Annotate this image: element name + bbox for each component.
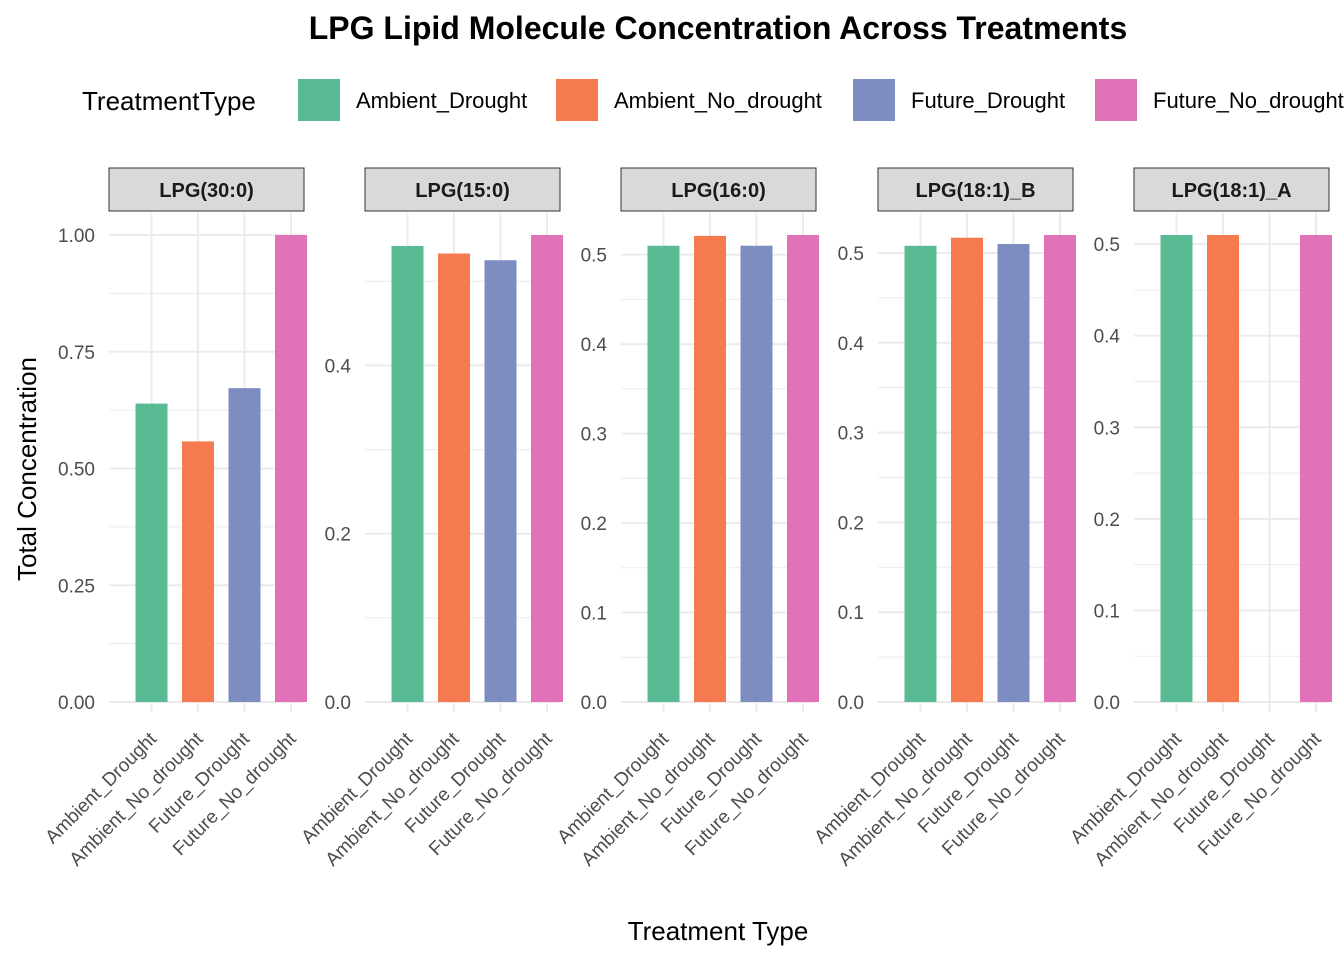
bar	[531, 235, 563, 702]
legend-title: TreatmentType	[82, 86, 256, 116]
facet-panel: 0.000.250.500.751.00LPG(30:0)Ambient_Dro…	[42, 167, 307, 871]
y-tick-label: 0.4	[838, 334, 865, 355]
facet-strip	[1133, 167, 1330, 212]
bar	[787, 235, 819, 702]
y-tick-label: 0.4	[1094, 327, 1121, 348]
y-tick-label: 0.50	[58, 460, 95, 481]
y-tick-label: 1.00	[58, 226, 95, 247]
legend-label: Ambient_Drought	[356, 88, 527, 113]
y-tick-label: 0.5	[1094, 235, 1120, 256]
facet-strip-label: LPG(15:0)	[415, 180, 509, 202]
legend: TreatmentType Ambient_Drought Ambient_No_…	[82, 79, 1344, 121]
y-tick-label: 0.0	[838, 693, 864, 714]
y-tick-label: 0.2	[838, 513, 864, 534]
y-tick-label: 0.3	[1094, 418, 1120, 439]
bar	[275, 235, 307, 702]
bar	[904, 245, 937, 702]
facet-strip-label: LPG(30:0)	[159, 180, 253, 202]
facet-panel: 0.00.10.20.30.40.5LPG(16:0)Ambient_Droug…	[554, 167, 819, 871]
y-tick-label: 0.1	[838, 603, 864, 624]
facet-strip	[364, 167, 561, 212]
bar	[1160, 235, 1193, 702]
bar	[1207, 235, 1239, 702]
bar	[135, 403, 168, 702]
y-tick-label: 0.1	[581, 604, 607, 625]
bar	[1044, 235, 1076, 702]
legend-label: Ambient_No_drought	[614, 88, 822, 113]
y-tick-label: 0.4	[325, 356, 352, 377]
legend-key-swatch	[556, 79, 598, 121]
facet-strip	[108, 167, 305, 212]
facet-panel: 0.00.10.20.30.40.5LPG(18:1)_AAmbient_Dro…	[1067, 167, 1332, 871]
y-tick-label: 0.3	[581, 425, 607, 446]
legend-label: Future_Drought	[911, 88, 1065, 113]
y-tick-label: 0.0	[1094, 693, 1120, 714]
facet-panels: 0.000.250.500.751.00LPG(30:0)Ambient_Dro…	[42, 167, 1332, 871]
y-tick-label: 0.25	[58, 576, 95, 597]
legend-key-swatch	[853, 79, 895, 121]
bar	[484, 260, 517, 702]
bar	[740, 245, 773, 702]
x-axis-title: Treatment Type	[628, 916, 809, 946]
facet-strip-label: LPG(18:1)_B	[915, 180, 1035, 202]
y-tick-label: 0.5	[581, 246, 607, 267]
y-tick-label: 0.75	[58, 343, 95, 364]
y-tick-label: 0.2	[325, 525, 351, 546]
bar	[694, 235, 726, 702]
bar	[182, 441, 214, 702]
bar	[391, 245, 424, 703]
legend-key-swatch	[298, 79, 340, 121]
y-tick-label: 0.0	[325, 693, 351, 714]
facet-strip	[620, 167, 817, 212]
facet-strip-label: LPG(18:1)_A	[1171, 180, 1291, 202]
bar	[647, 245, 680, 702]
y-tick-label: 0.2	[581, 514, 607, 535]
y-tick-label: 0.0	[581, 693, 607, 714]
chart-title: LPG Lipid Molecule Concentration Across …	[309, 10, 1128, 46]
y-tick-label: 0.5	[838, 244, 864, 265]
y-tick-label: 0.2	[1094, 510, 1120, 531]
facet-strip	[877, 167, 1074, 212]
facet-strip-label: LPG(16:0)	[671, 180, 765, 202]
y-axis-title: Total Concentration	[12, 357, 42, 581]
legend-key-swatch	[1095, 79, 1137, 121]
facet-panel: 0.00.10.20.30.40.5LPG(18:1)_BAmbient_Dro…	[811, 167, 1076, 871]
bar	[228, 388, 261, 702]
y-tick-label: 0.4	[581, 335, 608, 356]
bar	[951, 237, 983, 703]
y-tick-label: 0.3	[838, 424, 864, 445]
bar	[438, 253, 470, 702]
y-tick-label: 0.1	[1094, 601, 1120, 622]
legend-label: Future_No_drought	[1153, 88, 1344, 113]
bar	[997, 243, 1030, 702]
facet-panel: 0.00.20.4LPG(15:0)Ambient_DroughtAmbient…	[298, 167, 563, 871]
y-tick-label: 0.00	[58, 693, 95, 714]
bar	[1300, 235, 1332, 702]
